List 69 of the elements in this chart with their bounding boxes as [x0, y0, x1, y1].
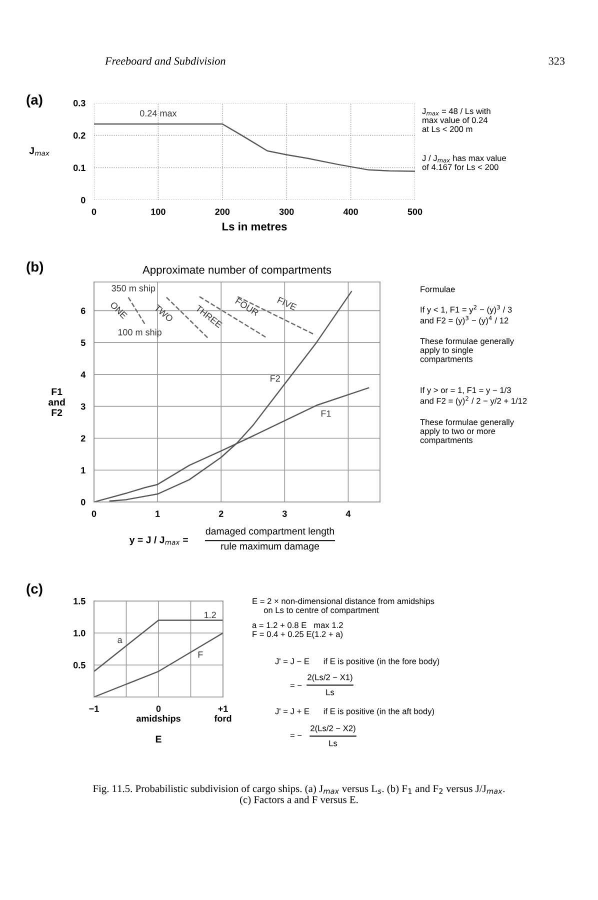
y-tick-label: 0.3 — [73, 100, 86, 106]
annotation: 350 m ship — [112, 284, 156, 294]
y-tick-label: 1 — [81, 467, 86, 474]
text: damaged compartment length — [206, 527, 334, 537]
line-series — [94, 123, 415, 172]
annotation: 0.24 max — [140, 110, 177, 116]
text: a = 1.2 + 0.8 E max 1.2 F = 0.4 + 0.25 E(1.2 + a) — [252, 622, 343, 639]
text: = − — [290, 734, 302, 737]
chart-title: (c) — [26, 584, 42, 596]
x-tick-label: 4 — [346, 510, 351, 517]
y-tick-label: 5 — [80, 340, 86, 346]
x-tick-label: 1 — [156, 510, 160, 517]
x-tick-label: 500 — [408, 208, 422, 215]
text: 323 — [548, 57, 565, 65]
text: E = 2 × non-dimensional distance from amidships on Ls to centre of compartment — [252, 598, 434, 615]
x-axis-title: y = J / J$_{max}$ = — [129, 536, 188, 546]
text: 2(Ls/2 − X1) — [308, 674, 352, 682]
text: These formulae generally apply to two or more compartments — [420, 419, 514, 445]
chart-title: (a) — [26, 94, 42, 108]
annotation: FIVE — [277, 296, 297, 311]
text: Ls — [329, 740, 338, 746]
y-tick-label: 0 — [81, 498, 86, 506]
y-tick-label: 0.1 — [73, 164, 86, 172]
text: Fig. 11.5. Probabilistic subdivision of cargo ships. (a) J$_{max}$ versus L$_{s}$. (b) F$_{1}$ and F$_{2}$ versus J/J$_{max}$. (c) Factors a and F versus E. — [93, 784, 505, 806]
x-axis-title: Ls in metres — [222, 222, 287, 230]
x-axis-title: E — [156, 736, 162, 742]
annotation: 1.2 — [204, 612, 216, 618]
text: Freeboard and Subdivision — [104, 56, 226, 65]
x-tick-label: 300 — [279, 208, 294, 215]
x-tick-label: 0 — [92, 208, 96, 215]
annotation: 100 m ship — [118, 328, 162, 338]
x-tick-label: 2 — [218, 510, 224, 517]
y-tick-label: 0.5 — [73, 662, 86, 668]
annotation: F1 — [321, 410, 331, 417]
y-tick-label: 2 — [80, 435, 86, 442]
text: J$_{max}$ = 48 / Ls with max value of 0.24 at Ls < 200 m — [422, 108, 490, 132]
x-tick-label: 400 — [343, 208, 358, 215]
x-tick-label: +1 ford — [214, 706, 232, 722]
text: J' = J + E if E is positive (in the aft body) — [275, 708, 434, 716]
text: J' = J − E if E is positive (in the fore body) — [275, 658, 440, 666]
text: = − — [290, 684, 302, 687]
chart-title: (b) — [26, 262, 44, 274]
text: If y > or = 1, F1 = y − 1/3 and F2 = (y)$^{2}$ / 2 − y/2 + 1/12 — [420, 387, 527, 406]
x-tick-label: 0 amidships — [136, 706, 180, 724]
y-axis-title: F1 and F2 — [48, 388, 65, 416]
x-tick-label: −1 — [89, 706, 99, 712]
y-tick-label: 1.0 — [74, 630, 86, 636]
annotation: F — [198, 652, 203, 658]
annotation: F2 — [270, 375, 280, 382]
y-tick-label: 4 — [80, 372, 86, 378]
y-tick-label: 0.2 — [73, 132, 86, 139]
x-tick-label: 100 — [151, 208, 166, 215]
text: If y < 1, F1 = y$^{2}$ − (y)$^{3}$ / 3 and F2 = (y)$^{3}$ − (y)$^{4}$ / 12 — [420, 305, 512, 326]
x-tick-label: 3 — [282, 510, 287, 517]
text: Formulae — [420, 286, 455, 292]
y-tick-label: 3 — [80, 403, 86, 410]
y-tick-label: 6 — [80, 308, 86, 314]
text: Ls — [326, 689, 334, 696]
chart-subtitle: Approximate number of compartments — [142, 266, 332, 276]
annotation: a — [118, 638, 122, 644]
y-tick-label: 1.5 — [74, 598, 86, 604]
text: J / J$_{max}$ has max value of 4.167 for Ls < 200 — [422, 154, 506, 170]
y-tick-label: 0 — [81, 196, 86, 204]
text: 2(Ls/2 − X2) — [310, 725, 356, 733]
text: rule maximum damage — [221, 542, 320, 552]
x-tick-label: 200 — [215, 208, 230, 215]
x-tick-label: 0 — [92, 510, 96, 517]
y-axis-title: J$_{max}$ — [29, 147, 50, 156]
text: These formulae generally apply to single compartments — [420, 338, 514, 364]
